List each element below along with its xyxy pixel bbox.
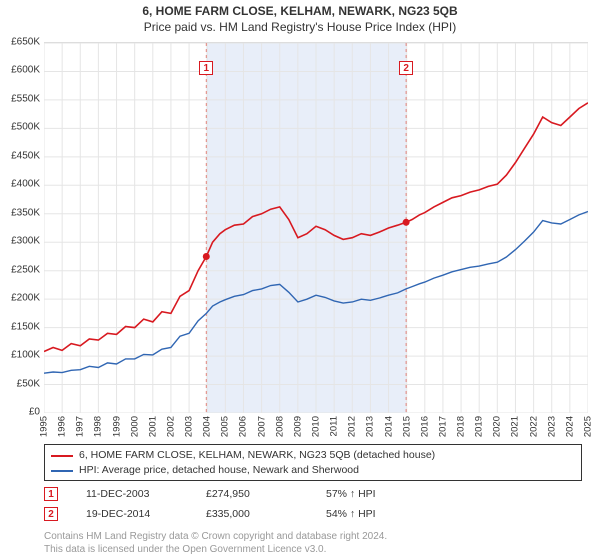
y-axis-labels: £0£50K£100K£150K£200K£250K£300K£350K£400… [0,42,40,412]
plot-area: 12 [44,42,588,413]
event-pct: 57% ↑ HPI [326,488,446,500]
x-tick-label: 2000 [129,416,140,437]
chart-title: 6, HOME FARM CLOSE, KELHAM, NEWARK, NG23… [0,4,600,18]
x-tick-label: 2001 [147,416,158,437]
x-tick-label: 2020 [492,416,503,437]
x-tick-label: 2023 [546,416,557,437]
event-price: £274,950 [206,488,326,500]
event-date: 11-DEC-2003 [86,488,206,500]
y-tick-label: £600K [0,65,40,76]
footer-text: Contains HM Land Registry data © Crown c… [44,530,582,556]
x-tick-label: 2016 [419,416,430,437]
event-row: 2 19-DEC-2014£335,00054% ↑ HPI [44,504,582,524]
y-tick-label: £200K [0,293,40,304]
x-tick-label: 2018 [456,416,467,437]
legend-box: 6, HOME FARM CLOSE, KELHAM, NEWARK, NG23… [44,444,582,481]
x-tick-label: 2005 [220,416,231,437]
legend-label: 6, HOME FARM CLOSE, KELHAM, NEWARK, NG23… [79,448,435,463]
x-tick-label: 2007 [256,416,267,437]
legend-item: HPI: Average price, detached house, Newa… [51,463,575,478]
x-tick-label: 2003 [184,416,195,437]
event-badge: 1 [44,487,58,501]
x-tick-label: 2022 [528,416,539,437]
event-marker-badge: 2 [399,61,413,75]
x-tick-label: 2008 [274,416,285,437]
x-tick-label: 2013 [365,416,376,437]
y-tick-label: £150K [0,321,40,332]
event-pct: 54% ↑ HPI [326,508,446,520]
y-tick-label: £500K [0,122,40,133]
x-tick-label: 1996 [57,416,68,437]
x-tick-label: 1997 [75,416,86,437]
chart-subtitle: Price paid vs. HM Land Registry's House … [0,20,600,34]
event-row: 1 11-DEC-2003£274,95057% ↑ HPI [44,484,582,504]
y-tick-label: £100K [0,350,40,361]
y-tick-label: £650K [0,37,40,48]
x-tick-label: 1998 [93,416,104,437]
x-tick-label: 2024 [564,416,575,437]
y-tick-label: £250K [0,264,40,275]
y-tick-label: £0 [0,407,40,418]
legend-item: 6, HOME FARM CLOSE, KELHAM, NEWARK, NG23… [51,448,575,463]
x-tick-label: 2014 [383,416,394,437]
x-tick-label: 2021 [510,416,521,437]
x-tick-label: 2019 [474,416,485,437]
y-tick-label: £350K [0,207,40,218]
event-price: £335,000 [206,508,326,520]
x-tick-label: 1999 [111,416,122,437]
footer-line-2: This data is licensed under the Open Gov… [44,543,582,556]
event-date: 19-DEC-2014 [86,508,206,520]
event-marker-badge: 1 [199,61,213,75]
events-table: 1 11-DEC-2003£274,95057% ↑ HPI 2 19-DEC-201… [44,484,582,524]
legend-label: HPI: Average price, detached house, Newa… [79,463,359,478]
x-tick-label: 2009 [292,416,303,437]
x-tick-label: 2025 [583,416,594,437]
x-tick-label: 2012 [347,416,358,437]
event-badge: 2 [44,507,58,521]
y-tick-label: £450K [0,150,40,161]
x-tick-label: 2015 [401,416,412,437]
x-tick-label: 2006 [238,416,249,437]
chart-svg [44,43,588,413]
legend-swatch [51,470,73,472]
x-tick-label: 2004 [202,416,213,437]
chart-titles: 6, HOME FARM CLOSE, KELHAM, NEWARK, NG23… [0,0,600,34]
x-tick-label: 2010 [311,416,322,437]
x-tick-label: 1995 [39,416,50,437]
x-tick-label: 2017 [437,416,448,437]
footer-line-1: Contains HM Land Registry data © Crown c… [44,530,582,543]
x-tick-label: 2002 [165,416,176,437]
x-tick-label: 2011 [329,416,340,436]
y-tick-label: £50K [0,378,40,389]
legend-swatch [51,455,73,457]
y-tick-label: £400K [0,179,40,190]
x-axis-labels: 1995199619971998199920002001200220032004… [44,414,588,442]
y-tick-label: £300K [0,236,40,247]
chart-container: 6, HOME FARM CLOSE, KELHAM, NEWARK, NG23… [0,0,600,560]
y-tick-label: £550K [0,93,40,104]
